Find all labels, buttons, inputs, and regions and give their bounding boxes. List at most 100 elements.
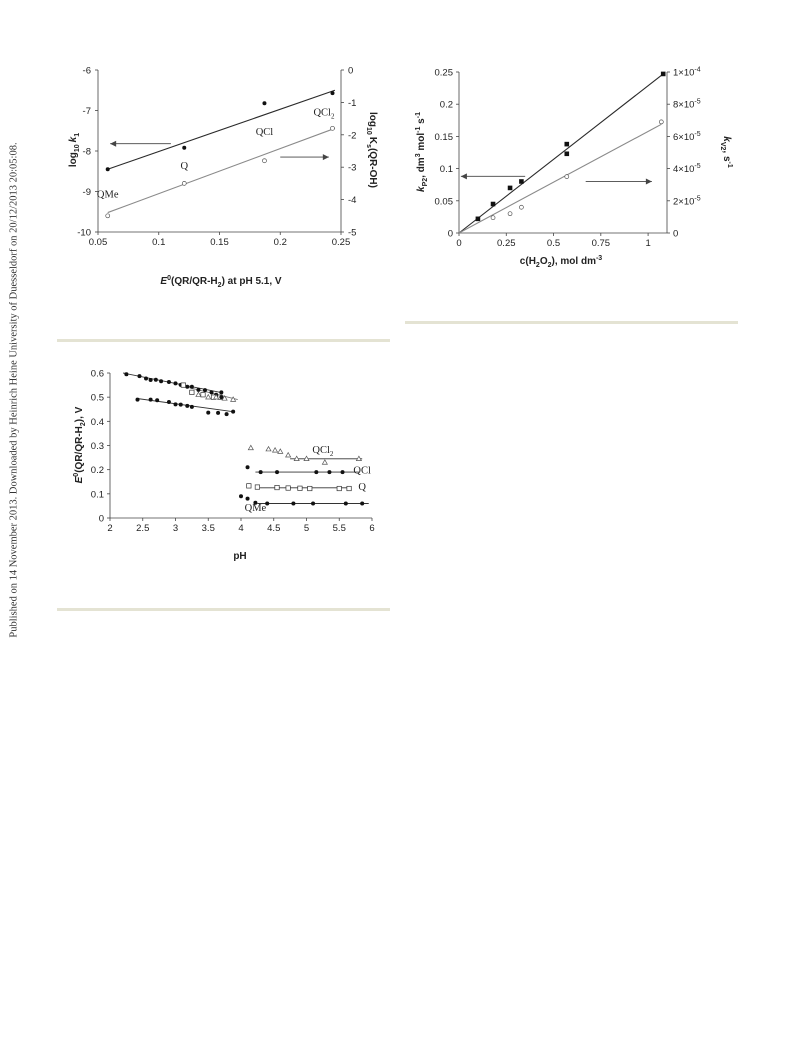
- chart-3-x-tick-label: 4.5: [267, 523, 280, 534]
- chart-3-point-2: [275, 470, 280, 475]
- chart-2-x-axis-label: c(H2O2), mol dm-3: [520, 255, 603, 269]
- chart-1-annotation: QCl2: [313, 107, 335, 120]
- chart-2-point-1: [507, 211, 513, 217]
- chart-1-x-tick-label: 0.05: [89, 237, 108, 248]
- chart-3-x-tick-label: 4: [238, 523, 243, 534]
- chart-3-axes: 2 2.5 3 3.5 4 4.5 5 5.5 6 0.6 0.5 0.4 0.3 0.2 0.1 0: [91, 369, 375, 535]
- chart-1-y-left-tick-label: -10: [77, 228, 91, 239]
- chart-3-point-0: [311, 501, 316, 506]
- chart-3-fit-line-1: [136, 397, 234, 413]
- chart-2-x-tick-label: 0.5: [547, 238, 560, 249]
- chart-3-point-0: [159, 379, 164, 384]
- chart-3-point-0: [135, 397, 140, 402]
- chart-1-x-tick-label: 0.2: [274, 237, 287, 248]
- chart-3-point-0: [196, 387, 201, 392]
- chart-3-point-0: [216, 410, 221, 415]
- chart-1-point-0: [330, 91, 335, 96]
- chart-1-y-right-tick-label: 0: [348, 66, 353, 77]
- chart-2-y-right-tick-label: 2×10-5: [673, 195, 701, 207]
- chart-3-point-0: [202, 388, 207, 393]
- chart-2-point-0: [660, 71, 666, 77]
- chart-3-point-0: [148, 378, 153, 383]
- chart-2-y-right-tick-label: 8×10-5: [673, 99, 701, 111]
- chart-2-point-0: [564, 151, 570, 157]
- chart-3-point-3: [271, 447, 279, 453]
- chart-1-annotation: QCl: [256, 127, 274, 138]
- chart-2-arrow-1-head: [645, 178, 652, 185]
- chart-3-y-tick-label: 0.2: [91, 465, 104, 476]
- chart-3-point-1: [180, 382, 186, 388]
- chart-2-arrow-0-head: [460, 173, 467, 180]
- chart-1-point-1: [262, 158, 267, 164]
- chart-3-point-0: [224, 412, 229, 417]
- chart-3-point-0: [206, 410, 211, 415]
- chart-3-point-1: [200, 392, 206, 398]
- chart-1-y-left-tick-label: -7: [83, 106, 91, 117]
- chart-3-point-0: [291, 501, 296, 506]
- chart-2-y-left-tick-label: 0.2: [440, 100, 453, 111]
- chart-3-x-axis-label: pH: [233, 551, 246, 562]
- chart-2-x-tick-label: 1: [645, 238, 650, 249]
- chart-3-point-1: [246, 483, 252, 489]
- chart-2-fit-line-1: [458, 123, 662, 234]
- chart-1-axes: 0.05 0.1 0.15 0.2 0.25 -6 -7 -8 -9 -10 0 -1 -2 -3 -4 -5: [77, 66, 356, 249]
- chart-3-annotation: QMe: [245, 503, 267, 514]
- chart-1-x-tick-label: 0.25: [332, 237, 351, 248]
- chart-3-y-tick-label: 0.1: [91, 489, 104, 500]
- chart-3-point-0: [231, 409, 236, 414]
- chart-2-x-tick-label: 0.25: [497, 238, 516, 249]
- chart-3-point-0: [124, 372, 129, 377]
- chart-2-marks: [458, 71, 666, 234]
- chart-1-y-left-tick-label: -9: [83, 187, 91, 198]
- chart-1-fit-line-0: [107, 89, 336, 170]
- chart-3-point-3: [213, 393, 220, 400]
- chart-3-point-3: [247, 444, 254, 451]
- chart-2-y-right-tick-label: 4×10-5: [673, 163, 701, 175]
- chart-3-point-3: [230, 396, 237, 402]
- chart-3-point-1: [274, 485, 280, 491]
- chart-3-point-3: [293, 455, 300, 461]
- chart-2-point-1: [564, 174, 570, 179]
- chart-3-point-0: [173, 381, 178, 386]
- chart-3-point-1: [346, 485, 352, 492]
- chart-3-y-tick-label: 0: [99, 514, 104, 525]
- chart-3-point-0: [245, 496, 250, 501]
- chart-3-point-3: [277, 448, 284, 454]
- chart-2-point-1: [658, 119, 664, 125]
- chart-3-point-1: [336, 485, 342, 492]
- chart-3-point-3: [285, 451, 292, 458]
- chart-3-point-3: [303, 455, 310, 461]
- chart-3-point-3: [355, 455, 363, 461]
- chart-3-x-tick-label: 3.5: [202, 523, 215, 534]
- chart-2-y-left-tick-label: 0.1: [440, 164, 453, 175]
- chart-3-x-tick-label: 6: [369, 523, 374, 534]
- chart-1-point-1: [105, 213, 111, 219]
- chart-3-point-0: [144, 376, 149, 381]
- divider-left-top: [57, 339, 390, 342]
- chart-3-annotation: QCl2: [312, 445, 334, 458]
- chart-1-arrow-1-head: [322, 154, 329, 161]
- chart-3-point-1: [297, 485, 303, 491]
- chart-3-point-1: [285, 485, 291, 491]
- chart-3-point-0: [239, 494, 243, 499]
- chart-2-y-right-tick-label: 0: [673, 229, 678, 240]
- chart-1-point-0: [262, 101, 267, 106]
- chart-3-point-0: [189, 404, 194, 409]
- chart-1-annotation: QMe: [97, 190, 119, 201]
- chart-3-point-3: [195, 391, 202, 397]
- chart-2-y-left-tick-label: 0.25: [435, 68, 454, 79]
- chart-3-point-3: [221, 395, 228, 401]
- chart-3-point-0: [173, 402, 178, 407]
- chart-2-y-axis-right-label: kV2, s-1: [719, 136, 733, 168]
- chart-3-y-axis-label: E0(QR/QR-H2), V: [73, 406, 87, 483]
- chart-1-fit-line-1: [107, 127, 336, 214]
- chart-2-point-0: [490, 201, 496, 207]
- chart-1-x-tick-label: 0.1: [152, 237, 165, 248]
- chart-3-x-tick-label: 2.5: [136, 523, 149, 534]
- chart-3-point-3: [265, 445, 272, 452]
- chart-1-marks: QMe Q QCl QCl2: [97, 89, 336, 219]
- chart-3-point-0: [209, 390, 214, 395]
- chart-3-x-tick-label: 3: [173, 523, 178, 534]
